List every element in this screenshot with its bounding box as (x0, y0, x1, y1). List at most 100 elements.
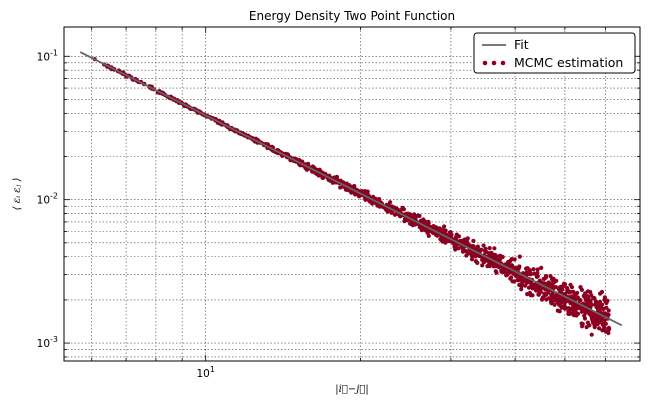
mcmc-point (473, 259, 478, 264)
mcmc-point (535, 267, 540, 272)
mcmc-point (589, 293, 594, 298)
mcmc-point (553, 298, 558, 303)
mcmc-point (377, 204, 382, 209)
mcmc-point (514, 265, 520, 270)
mcmc-point (606, 325, 612, 330)
mcmc-point (420, 219, 425, 224)
legend-mcmc-dot (500, 60, 506, 66)
mcmc-point (582, 294, 587, 300)
legend-fit-label: Fit (514, 37, 529, 52)
y-axis-label: ⟨ εᵢ εⱼ ⟩ (12, 178, 23, 211)
legend-mcmc-dot (482, 60, 488, 66)
mcmc-point (571, 313, 577, 318)
mcmc-point (456, 246, 461, 251)
mcmc-point (474, 246, 479, 251)
mcmc-point (499, 269, 504, 274)
mcmc-point (505, 263, 510, 268)
mcmc-point (367, 198, 372, 203)
mcmc-point (582, 316, 588, 321)
mcmc-point (556, 299, 561, 304)
mcmc-point (587, 323, 592, 328)
mcmc-point (552, 293, 557, 299)
mcmc-point (511, 271, 516, 276)
mcmc-point (568, 301, 573, 306)
mcmc-point (600, 328, 605, 333)
mcmc-point (597, 303, 602, 308)
mcmc-point (528, 272, 533, 277)
fit-line (79, 51, 623, 327)
mcmc-point (539, 265, 544, 270)
x-tick-label: 101 (196, 365, 214, 380)
mcmc-point (556, 295, 562, 300)
mcmc-point (371, 194, 376, 199)
mcmc-point (463, 248, 468, 253)
mcmc-point (389, 210, 394, 215)
mcmc-point (510, 279, 515, 284)
mcmc-point (567, 307, 572, 312)
mcmc-point (487, 262, 492, 267)
mcmc-point (524, 272, 530, 277)
mcmc-point (553, 285, 559, 290)
mcmc-point (481, 243, 486, 248)
mcmc-point (594, 313, 599, 318)
mcmc-point (408, 212, 413, 217)
mcmc-point (334, 174, 339, 179)
mcmc-point (603, 321, 609, 326)
mcmc-point (523, 283, 528, 288)
mcmc-point (485, 258, 490, 263)
mcmc-point (549, 282, 554, 287)
data-layer (79, 51, 623, 337)
x-axis-label: |i⃗−j⃗| (335, 384, 368, 395)
mcmc-point (597, 299, 603, 304)
mcmc-point (517, 254, 522, 259)
mcmc-point (573, 292, 578, 297)
mcmc-point (531, 267, 536, 272)
mcmc-point (598, 291, 603, 296)
mcmc-point (550, 299, 555, 305)
mcmc-point (592, 325, 597, 330)
mcmc-point (412, 213, 417, 218)
chart-title: Energy Density Two Point Function (249, 9, 455, 23)
mcmc-point (496, 264, 501, 269)
mcmc-point (453, 247, 458, 252)
mcmc-point (563, 291, 568, 297)
mcmc-point (515, 278, 520, 283)
mcmc-point (568, 282, 573, 287)
mcmc-point (555, 308, 560, 313)
mcmc-point (532, 282, 537, 287)
mcmc-point (469, 257, 475, 262)
mcmc-point (500, 254, 505, 260)
mcmc-point (535, 274, 540, 279)
mcmc-point (544, 297, 549, 302)
mcmc-point (597, 326, 602, 331)
mcmc-point (540, 295, 546, 300)
mcmc-point (442, 224, 447, 229)
plot-frame (63, 26, 641, 362)
mcmc-point (489, 250, 494, 255)
mcmc-point (558, 303, 563, 308)
legend-mcmc-swatch (482, 60, 506, 66)
mcmc-point (464, 253, 469, 258)
mcmc-point (527, 268, 533, 273)
mcmc-point (522, 278, 527, 283)
mcmc-point (588, 312, 593, 317)
mcmc-point (408, 221, 413, 226)
mcmc-point (573, 309, 578, 314)
mcmc-point (589, 332, 594, 337)
mcmc-point (465, 240, 470, 245)
mcmc-point (492, 246, 497, 251)
y-tick-label: 10-1 (37, 48, 58, 63)
mcmc-point (420, 227, 426, 232)
mcmc-point (392, 212, 397, 217)
mcmc-point (606, 308, 611, 313)
mcmc-point (424, 222, 429, 227)
mcmc-point (480, 263, 485, 268)
mcmc-point (595, 322, 600, 327)
mcmc-point (519, 284, 524, 289)
mcmc-point (551, 276, 556, 281)
mcmc-point (603, 311, 608, 316)
mcmc-point (552, 302, 557, 307)
mcmc-point (601, 306, 606, 312)
